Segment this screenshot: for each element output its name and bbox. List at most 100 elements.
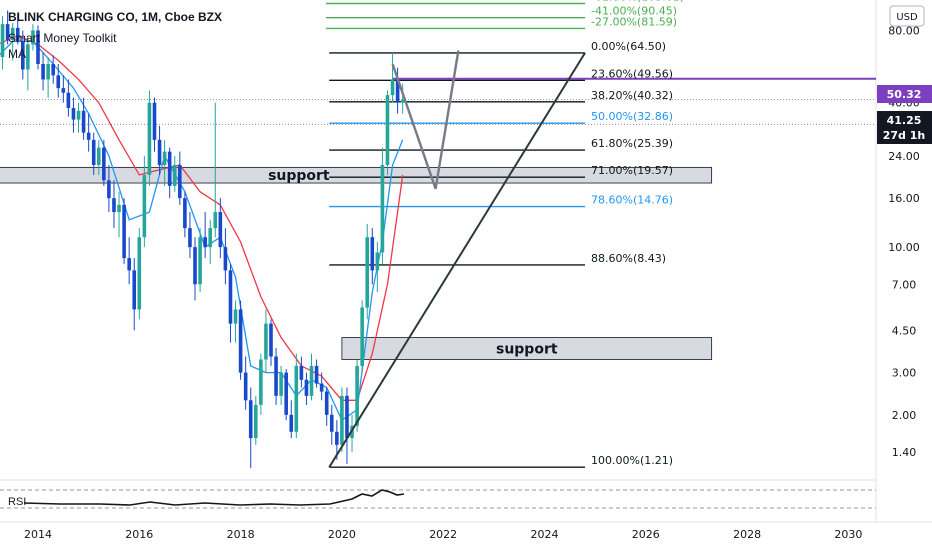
candle-body	[188, 228, 192, 248]
indicator-label-smart-money[interactable]: Smart Money Toolkit	[8, 31, 117, 45]
candle-body	[51, 63, 55, 76]
x-axis-tick-label: 2026	[632, 528, 660, 541]
candle-body	[132, 270, 137, 310]
y-axis-tick-label: 3.00	[892, 367, 917, 380]
currency-button-label: USD	[896, 12, 918, 23]
x-axis-tick-label: 2018	[227, 528, 255, 541]
candle-body	[152, 102, 157, 140]
trendline[interactable]	[328, 52, 586, 468]
candle-body	[248, 400, 253, 439]
candle-body	[107, 180, 111, 199]
candle-body	[218, 212, 223, 248]
candle-body	[167, 151, 172, 186]
candle-body	[66, 92, 71, 109]
rsi-label[interactable]: RSI	[8, 496, 27, 508]
x-axis-tick-label: 2014	[24, 528, 52, 541]
fib-level-label: 0.00%(64.50)	[591, 40, 666, 53]
candle-body	[355, 365, 359, 426]
fib-level-label: -41.00%(90.45)	[591, 5, 677, 18]
support-zone-label: support	[496, 342, 558, 358]
level-price-text: 50.32	[887, 88, 922, 101]
fib-level-label: 100.00%(1.21)	[591, 454, 673, 467]
candle-body	[223, 247, 228, 271]
candle-body	[21, 41, 25, 70]
fib-level-label: -27.00%(81.59)	[591, 15, 677, 28]
candle-body	[203, 237, 207, 248]
candle-body	[284, 372, 288, 415]
candle-body	[26, 44, 30, 70]
candle-body	[228, 270, 233, 324]
candle-body	[233, 309, 238, 324]
candle-body	[137, 237, 142, 310]
candle-body	[294, 365, 299, 432]
x-axis-tick-label: 2030	[834, 528, 862, 541]
candle-body	[269, 323, 273, 357]
fib-level-label: 50.00%(32.86)	[591, 110, 673, 123]
candle-body	[142, 174, 147, 238]
candle-body	[390, 79, 395, 96]
y-axis-tick-label: 7.00	[892, 278, 917, 291]
candle-body	[157, 139, 162, 165]
y-axis-tick-label: 16.00	[888, 192, 920, 205]
current-price-badge	[877, 111, 932, 144]
bar-countdown-text: 27d 1h	[883, 129, 926, 142]
candle-body	[385, 95, 390, 165]
candle-body	[340, 395, 344, 445]
candle-body	[81, 110, 86, 133]
projection-path[interactable]	[391, 50, 460, 190]
y-axis-tick-label: 10.00	[888, 241, 920, 254]
candle-body	[243, 372, 248, 401]
fib-level-label: 88.60%(8.43)	[591, 252, 666, 265]
candle-body	[329, 414, 334, 432]
candle-body	[122, 204, 126, 259]
candle-body	[31, 30, 35, 45]
candle-body	[172, 164, 177, 186]
candle-body	[56, 75, 61, 89]
candle-body	[395, 79, 400, 103]
candle-body	[304, 379, 309, 396]
candle-body	[365, 237, 370, 308]
candle-body	[5, 24, 10, 40]
candle-body	[102, 147, 106, 181]
y-axis-tick-label: 1.40	[892, 446, 917, 459]
candle-body	[147, 102, 152, 175]
candle-body	[86, 132, 91, 140]
candle-body	[178, 164, 182, 199]
y-axis-tick-label: 4.50	[892, 324, 917, 337]
fib-level-label: 38.20%(40.32)	[591, 89, 673, 102]
y-axis-tick-label: 80.00	[888, 24, 920, 37]
candle-body	[127, 258, 131, 271]
candle-body	[117, 204, 121, 213]
candle-body	[324, 391, 329, 415]
candle-body	[370, 237, 375, 271]
candle-body	[112, 198, 116, 213]
indicator-label-ma[interactable]: MA	[8, 47, 26, 61]
y-axis-tick-label: 2.00	[892, 409, 917, 422]
candle-body	[360, 307, 364, 366]
support-zone-label: support	[268, 168, 330, 184]
candle-body	[91, 139, 96, 165]
candle-body	[289, 414, 294, 432]
candle-body	[264, 323, 268, 360]
support-zone[interactable]	[341, 337, 713, 360]
rsi-line	[23, 489, 405, 506]
moving-average-fast	[0, 40, 404, 422]
x-axis-tick-label: 2020	[328, 528, 356, 541]
currency-button[interactable]	[889, 5, 925, 27]
x-axis-tick-label: 2016	[125, 528, 153, 541]
x-axis-tick-label: 2024	[531, 528, 559, 541]
candle-body	[162, 151, 167, 165]
candle-body	[183, 198, 187, 229]
candle-body	[76, 110, 81, 120]
candle-body	[208, 228, 213, 248]
candle-body	[345, 395, 349, 439]
candle-body	[253, 404, 258, 439]
fib-level-label: 71.00%(19.57)	[591, 164, 673, 177]
candle-body	[279, 372, 283, 396]
candle-body	[46, 63, 50, 80]
candle-body	[309, 365, 314, 396]
candle-body	[61, 88, 66, 93]
fib-level-label: -61.80%(103.61)	[591, 0, 684, 4]
candle-body	[36, 30, 40, 64]
